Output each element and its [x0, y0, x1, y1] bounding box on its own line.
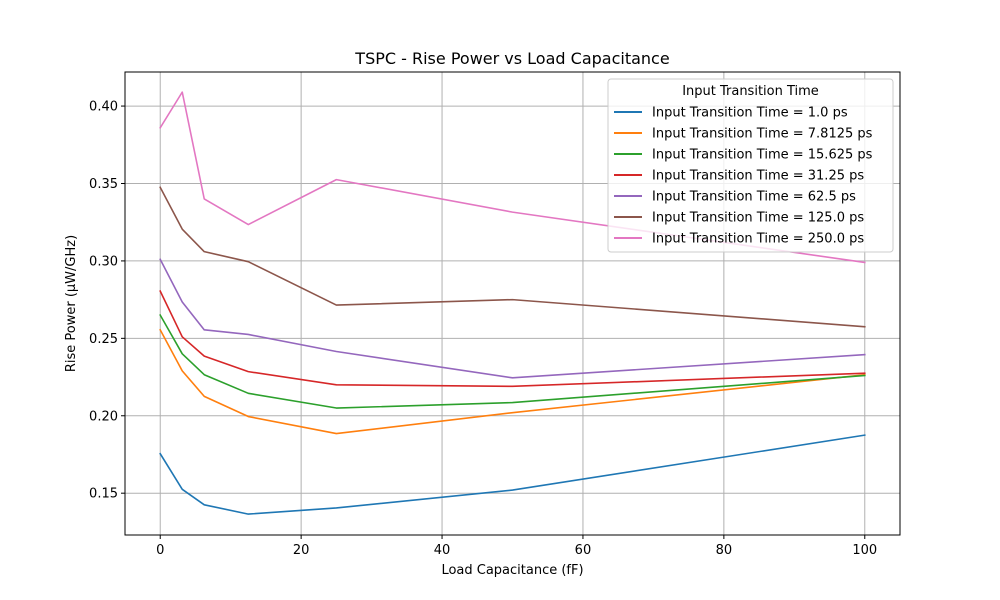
series-line-2: [159, 328, 866, 435]
legend: Input Transition Time Input Transition T…: [607, 78, 894, 253]
legend-entry-label: Input Transition Time = 31.25 ps: [652, 169, 864, 184]
legend-entry-label: Input Transition Time = 125.0 ps: [652, 211, 864, 226]
legend-entry-label: Input Transition Time = 1.0 ps: [652, 106, 848, 121]
chart-title: TSPC - Rise Power vs Load Capacitance: [354, 49, 669, 68]
x-tick-label: 80: [716, 543, 733, 558]
y-tick-label: 0.25: [89, 332, 118, 347]
x-axis-label: Load Capacitance (fF): [441, 563, 583, 578]
x-axis-ticks: 0 20 40 60 80 100: [156, 535, 877, 558]
y-tick-label: 0.15: [89, 487, 118, 502]
series-line-6: [159, 186, 866, 328]
legend-entry-label: Input Transition Time = 7.8125 ps: [652, 127, 873, 142]
series-line-7: [159, 91, 866, 264]
x-tick-label: 60: [575, 543, 592, 558]
legend-entry-label: Input Transition Time = 250.0 ps: [652, 232, 864, 247]
series-line-3: [159, 314, 866, 409]
series-line-1: [159, 434, 866, 515]
x-tick-label: 20: [293, 543, 310, 558]
x-tick-label: 100: [852, 543, 877, 558]
plot-frame: [124, 71, 901, 536]
y-axis-label: Rise Power (µW/GHz): [64, 235, 79, 372]
y-tick-label: 0.35: [89, 177, 118, 192]
legend-box: [607, 78, 894, 253]
y-tick-label: 0.40: [89, 100, 118, 115]
y-axis-ticks: 0.15 0.20 0.25 0.30 0.35 0.40: [89, 100, 125, 502]
legend-entry-label: Input Transition Time = 62.5 ps: [652, 190, 856, 205]
series-lines: [159, 91, 866, 515]
series-line-4: [159, 290, 866, 388]
legend-entries: Input Transition Time = 1.0 ps Input Tran…: [614, 106, 873, 247]
y-tick-label: 0.30: [89, 254, 118, 269]
y-tick-label: 0.20: [89, 409, 118, 424]
series-line-5: [159, 258, 866, 379]
x-tick-label: 40: [434, 543, 451, 558]
legend-entry-label: Input Transition Time = 15.625 ps: [652, 148, 873, 163]
legend-title: Input Transition Time: [682, 84, 819, 99]
x-tick-label: 0: [156, 543, 164, 558]
